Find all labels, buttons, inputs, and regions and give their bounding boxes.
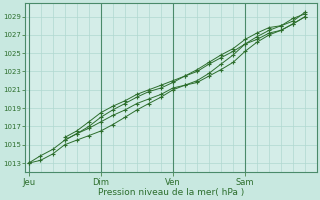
X-axis label: Pression niveau de la mer( hPa ): Pression niveau de la mer( hPa ) [98, 188, 244, 197]
